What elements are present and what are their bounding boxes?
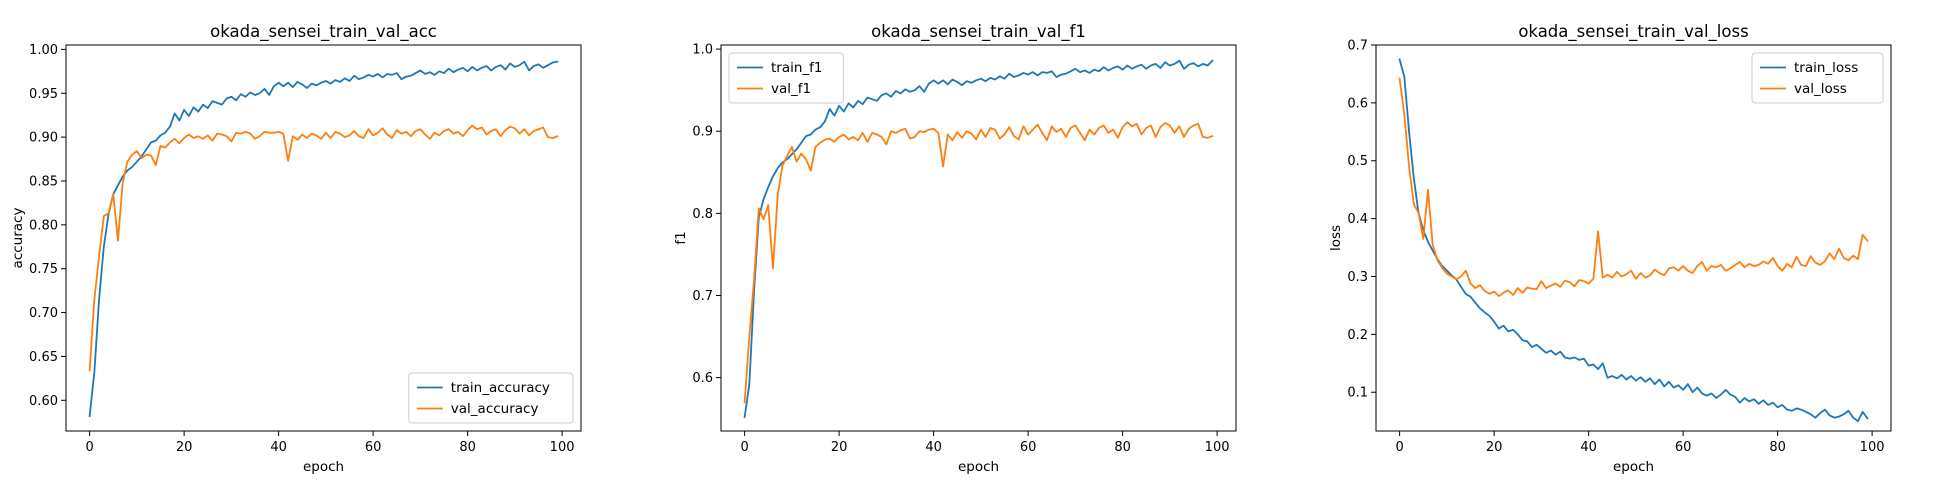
y-tick-label: 1.0 xyxy=(692,43,713,58)
x-tick-label: 0 xyxy=(1395,440,1403,455)
y-axis-label: loss xyxy=(1328,225,1344,251)
x-tick-label: 100 xyxy=(1860,440,1885,455)
x-tick-label: 60 xyxy=(365,440,382,455)
y-tick-label: 0.60 xyxy=(29,394,58,409)
legend-frame xyxy=(728,52,844,104)
legend: train_f1 val_f1 xyxy=(728,52,844,104)
x-tick-label: 40 xyxy=(925,440,942,455)
legend-entry: train_loss xyxy=(1794,60,1858,76)
series-line-val-f1 xyxy=(743,121,1214,404)
y-axis-label: accuracy xyxy=(10,208,26,269)
x-tick-label: 80 xyxy=(1769,440,1786,455)
x-tick-label: 40 xyxy=(1580,440,1597,455)
y-tick-label: 0.75 xyxy=(29,262,58,277)
y-axis-label: f1 xyxy=(673,231,689,244)
x-tick-label: 100 xyxy=(550,440,575,455)
series-line-val-accuracy xyxy=(88,124,559,372)
chart-title: okada_sensei_train_val_loss xyxy=(1518,22,1748,42)
x-tick-label: 60 xyxy=(1675,440,1692,455)
legend-frame xyxy=(1751,52,1884,104)
chart-acc: 0 20 40 60 80 100 0.60 0.65 0.70 0.75 0.80 0.85 0.90… xyxy=(10,22,582,475)
axes-frame xyxy=(1375,44,1892,432)
chart-title: okada_sensei_train_val_f1 xyxy=(871,22,1086,42)
axes-frame xyxy=(720,44,1237,432)
y-tick-label: 0.7 xyxy=(1347,39,1368,54)
y-tick-label: 0.2 xyxy=(1347,328,1368,343)
chart-loss: 0 20 40 60 80 100 0.1 0.2 0.3 0.4 0.5 0.6 0.7 okada_s… xyxy=(1328,22,1892,475)
y-tick-label: 1.00 xyxy=(29,43,58,58)
x-tick-label: 80 xyxy=(459,440,476,455)
legend-entry: val_accuracy xyxy=(451,401,539,417)
x-tick-label: 100 xyxy=(1205,440,1230,455)
x-tick-label: 20 xyxy=(176,440,193,455)
y-tick-label: 0.7 xyxy=(692,289,713,304)
legend-entry: train_accuracy xyxy=(451,380,550,396)
x-tick-label: 0 xyxy=(740,440,748,455)
y-tick-label: 0.9 xyxy=(692,125,713,140)
x-tick-label: 0 xyxy=(85,440,93,455)
y-tick-label: 0.95 xyxy=(29,87,58,102)
y-tick-label: 0.3 xyxy=(1347,270,1368,285)
y-tick-label: 0.85 xyxy=(29,174,58,189)
y-tick-label: 0.6 xyxy=(1347,96,1368,111)
y-tick-label: 0.5 xyxy=(1347,154,1368,169)
legend-frame xyxy=(408,372,574,424)
x-tick-label: 40 xyxy=(270,440,287,455)
y-tick-label: 0.1 xyxy=(1347,386,1368,401)
y-tick-label: 0.8 xyxy=(692,207,713,222)
legend-entry: val_f1 xyxy=(771,81,811,97)
chart-f1: 0 20 40 60 80 100 0.6 0.7 0.8 0.9 1.0 okada_sensei_… xyxy=(673,22,1237,475)
series-line-train-loss xyxy=(1398,58,1869,423)
x-axis-label: epoch xyxy=(1613,459,1654,475)
y-tick-label: 0.70 xyxy=(29,306,58,321)
legend-entry: val_loss xyxy=(1794,81,1847,97)
series-line-train-accuracy xyxy=(88,60,559,418)
y-tick-label: 0.65 xyxy=(29,350,58,365)
y-tick-label: 0.90 xyxy=(29,131,58,146)
series-line-train-f1 xyxy=(743,59,1214,419)
x-tick-label: 20 xyxy=(831,440,848,455)
x-tick-label: 80 xyxy=(1114,440,1131,455)
x-axis-label: epoch xyxy=(958,459,999,475)
x-tick-label: 60 xyxy=(1020,440,1037,455)
series-group xyxy=(1398,58,1869,423)
y-tick-label: 0.80 xyxy=(29,218,58,233)
x-axis-label: epoch xyxy=(303,459,344,475)
legend-entry: train_f1 xyxy=(771,60,823,76)
series-group xyxy=(743,59,1214,419)
legend: train_accuracy val_accuracy xyxy=(408,372,574,424)
x-tick-label: 20 xyxy=(1486,440,1503,455)
series-line-val-loss xyxy=(1398,77,1869,298)
y-tick-label: 0.4 xyxy=(1347,212,1368,227)
y-tick-label: 0.6 xyxy=(692,371,713,386)
axes-frame xyxy=(65,44,582,432)
legend: train_loss val_loss xyxy=(1751,52,1884,104)
series-group xyxy=(88,60,559,418)
chart-title: okada_sensei_train_val_acc xyxy=(210,22,437,42)
